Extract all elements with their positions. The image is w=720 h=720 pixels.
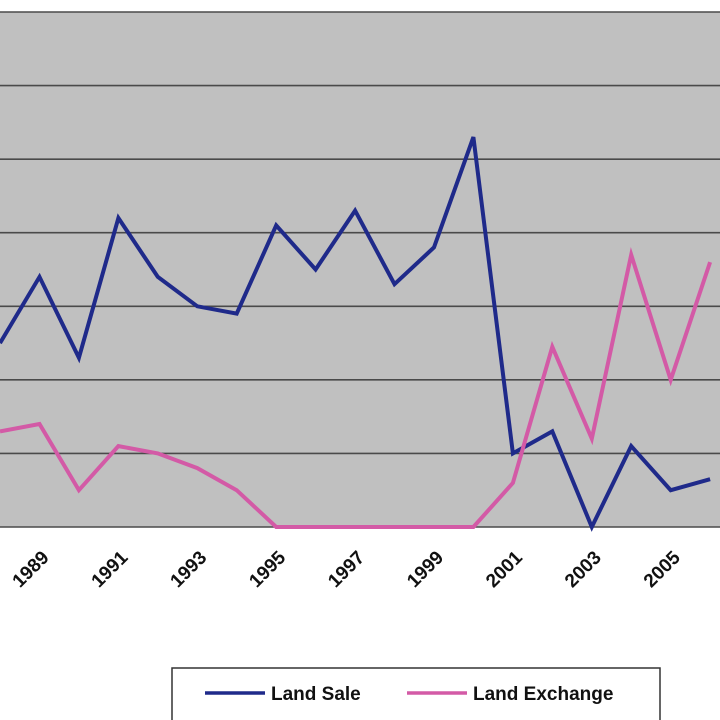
legend-label-land-sale: Land Sale <box>271 684 361 705</box>
x-tick-label: 1995 <box>245 547 290 592</box>
legend-label-land-exchange: Land Exchange <box>473 684 613 705</box>
series-lines <box>0 136 712 532</box>
series-line-land-sale <box>0 136 711 532</box>
x-tick-label: 2003 <box>561 547 606 592</box>
series-line-land-exchange <box>0 246 712 529</box>
x-axis-tick-labels: 1989 1991 1993 1995 1997 1999 2001 2003 2005 <box>9 547 685 592</box>
gridlines <box>0 11 720 528</box>
x-tick-label: 1989 <box>9 547 54 592</box>
x-tick-label: 1999 <box>403 547 448 592</box>
x-tick-label: 2001 <box>482 547 527 592</box>
legend: Land Sale Land Exchange <box>171 667 661 720</box>
x-tick-label: 1991 <box>88 547 133 592</box>
plot-area <box>0 12 720 527</box>
x-tick-label: 1993 <box>167 547 212 592</box>
x-tick-label: 1997 <box>324 547 369 592</box>
x-tick-label: 2005 <box>640 547 685 592</box>
